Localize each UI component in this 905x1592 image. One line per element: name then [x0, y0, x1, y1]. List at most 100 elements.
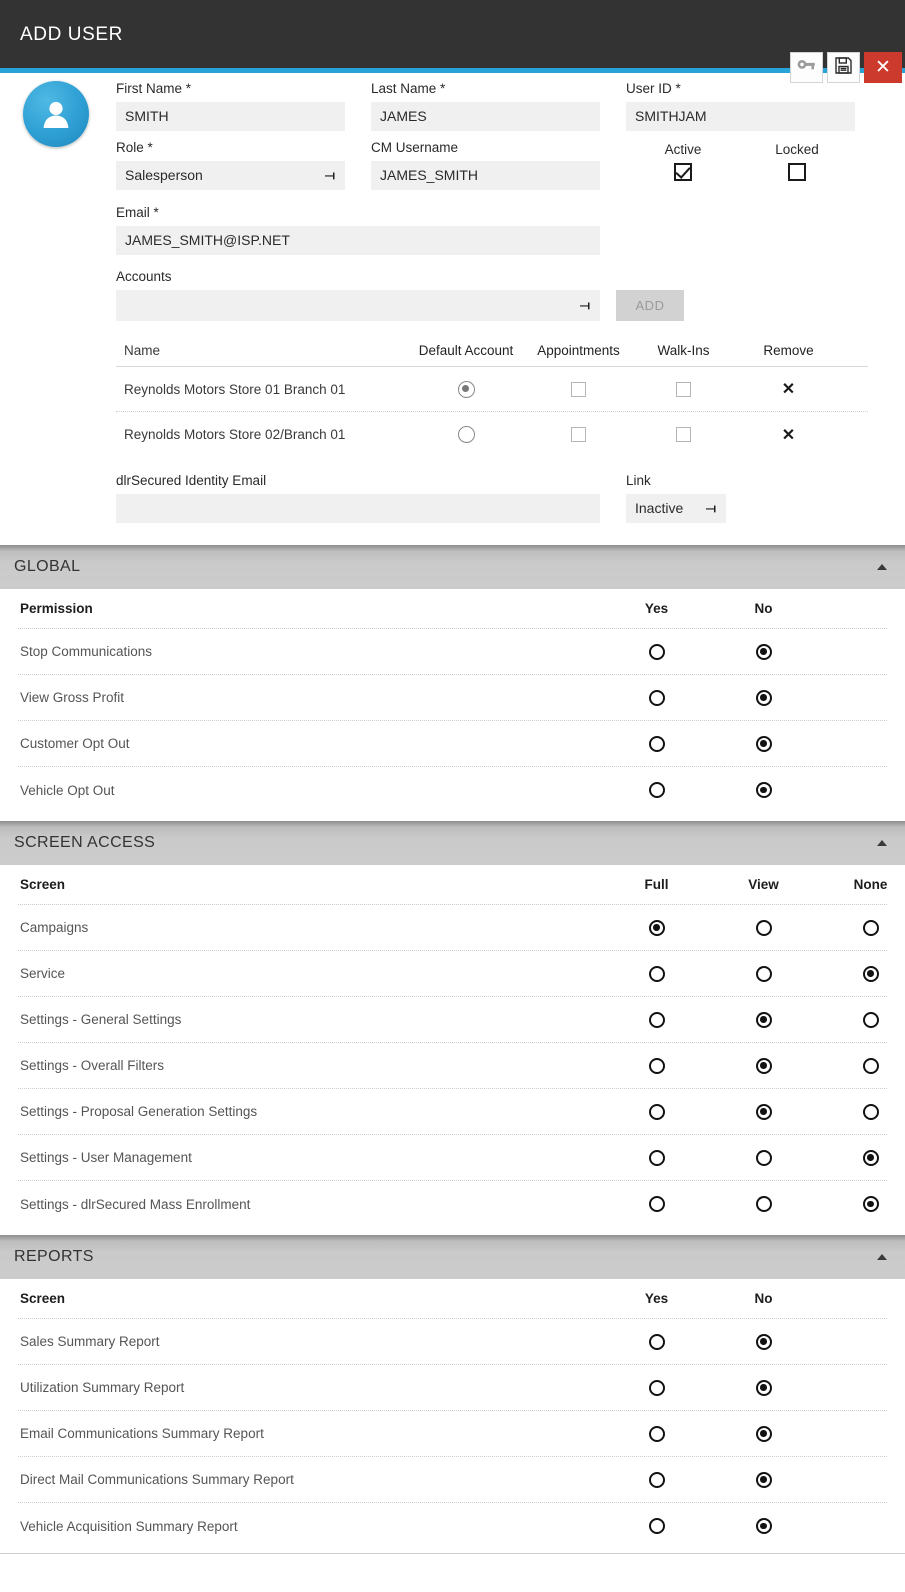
- full-radio[interactable]: [648, 965, 665, 982]
- none-radio[interactable]: [862, 1103, 879, 1120]
- none-radio[interactable]: [862, 1057, 879, 1074]
- no-radio[interactable]: [755, 1425, 772, 1442]
- role-field: Role * Salesperson ⟞: [116, 140, 345, 190]
- col-header-appointments: Appointments: [537, 343, 620, 358]
- active-label: Active: [664, 142, 702, 157]
- no-radio[interactable]: [755, 1471, 772, 1488]
- first-name-input[interactable]: [116, 102, 345, 131]
- cm-username-label: CM Username: [371, 140, 459, 155]
- yes-radio[interactable]: [648, 782, 665, 799]
- cm-username-input[interactable]: [371, 161, 600, 190]
- role-select[interactable]: Salesperson ⟞: [116, 161, 345, 190]
- table-row: Reynolds Motors Store 01 Branch 01 ✕: [116, 367, 868, 412]
- none-radio[interactable]: [862, 1011, 879, 1028]
- yes-radio[interactable]: [648, 1518, 665, 1535]
- no-radio[interactable]: [755, 1518, 772, 1535]
- yes-radio[interactable]: [648, 643, 665, 660]
- no-radio[interactable]: [755, 1379, 772, 1396]
- close-button[interactable]: ✕: [864, 52, 902, 83]
- default-account-radio[interactable]: [457, 426, 475, 443]
- reports-section-header[interactable]: REPORTS: [0, 1235, 905, 1279]
- reports-table-body: Sales Summary Report Utilization Summary…: [18, 1319, 887, 1549]
- accounts-add-row: ⟞ ADD: [116, 290, 870, 321]
- none-radio[interactable]: [862, 1196, 879, 1213]
- first-name-label: First Name *: [116, 81, 192, 96]
- walkins-checkbox[interactable]: [676, 427, 691, 443]
- accounts-select[interactable]: ⟞: [116, 290, 600, 321]
- locked-checkbox[interactable]: [788, 163, 806, 181]
- no-radio[interactable]: [755, 643, 772, 660]
- appointments-checkbox[interactable]: [571, 427, 586, 443]
- role-select-value: Salesperson: [125, 167, 203, 183]
- full-radio[interactable]: [648, 1103, 665, 1120]
- window-actions: ✕: [790, 52, 905, 83]
- locked-label: Locked: [775, 142, 819, 157]
- remove-row-icon[interactable]: ✕: [781, 426, 796, 444]
- user-id-input[interactable]: [626, 102, 855, 131]
- accounts-label: Accounts: [116, 269, 172, 284]
- accent-bar: [0, 68, 905, 73]
- email-input[interactable]: [116, 226, 600, 255]
- view-radio[interactable]: [755, 919, 772, 936]
- chevron-up-icon[interactable]: [877, 564, 887, 570]
- appointments-checkbox[interactable]: [571, 381, 586, 397]
- table-row: Settings - User Management: [18, 1135, 887, 1181]
- chevron-down-icon: ⟞: [706, 501, 716, 515]
- full-radio[interactable]: [648, 1149, 665, 1166]
- screen-label: Settings - User Management: [20, 1150, 192, 1165]
- save-button[interactable]: [827, 52, 860, 83]
- yes-radio[interactable]: [648, 1425, 665, 1442]
- none-radio[interactable]: [862, 965, 879, 982]
- none-radio[interactable]: [862, 919, 879, 936]
- view-radio[interactable]: [755, 1149, 772, 1166]
- form-row-role: Role * Salesperson ⟞ CM Username Active: [116, 140, 870, 199]
- report-label: Vehicle Acquisition Summary Report: [20, 1518, 238, 1534]
- chevron-up-icon[interactable]: [877, 1254, 887, 1260]
- add-account-button[interactable]: ADD: [616, 290, 684, 321]
- full-radio[interactable]: [648, 1011, 665, 1028]
- no-radio[interactable]: [755, 782, 772, 799]
- col-header-remove: Remove: [763, 343, 814, 358]
- full-radio[interactable]: [648, 1196, 665, 1213]
- no-radio[interactable]: [755, 689, 772, 706]
- yes-radio[interactable]: [648, 1379, 665, 1396]
- remove-row-icon[interactable]: ✕: [781, 381, 796, 398]
- default-account-radio[interactable]: [457, 380, 475, 398]
- col-header-permission: Permission: [20, 601, 93, 616]
- view-radio[interactable]: [755, 1011, 772, 1028]
- global-table-header: Permission Yes No: [18, 589, 887, 629]
- active-field: Active: [626, 142, 740, 199]
- dlrsecured-email-input[interactable]: [116, 494, 600, 523]
- account-name: Reynolds Motors Store 02/Branch 01: [124, 427, 346, 442]
- chevron-down-icon: ⟞: [325, 168, 335, 182]
- table-row: Stop Communications: [18, 629, 887, 675]
- view-radio[interactable]: [755, 1057, 772, 1074]
- reports-section: REPORTS Screen Yes No Sales Summary Repo…: [0, 1235, 905, 1554]
- view-radio[interactable]: [755, 1196, 772, 1213]
- yes-radio[interactable]: [648, 689, 665, 706]
- full-radio[interactable]: [648, 1057, 665, 1074]
- active-checkbox[interactable]: [674, 163, 692, 181]
- walkins-checkbox[interactable]: [676, 381, 691, 397]
- chevron-up-icon[interactable]: [877, 840, 887, 846]
- table-row: Vehicle Acquisition Summary Report: [18, 1503, 887, 1549]
- screen-access-section-header[interactable]: SCREEN ACCESS: [0, 821, 905, 865]
- view-radio[interactable]: [755, 1103, 772, 1120]
- yes-radio[interactable]: [648, 735, 665, 752]
- none-radio[interactable]: [862, 1149, 879, 1166]
- no-radio[interactable]: [755, 735, 772, 752]
- view-radio[interactable]: [755, 965, 772, 982]
- global-section-header[interactable]: GLOBAL: [0, 545, 905, 589]
- last-name-input[interactable]: [371, 102, 600, 131]
- full-radio[interactable]: [648, 919, 665, 936]
- no-radio[interactable]: [755, 1333, 772, 1350]
- password-button[interactable]: [790, 52, 823, 83]
- permission-label: Stop Communications: [20, 644, 153, 659]
- accounts-table-body: Reynolds Motors Store 01 Branch 01 ✕ Rey…: [116, 367, 868, 457]
- role-label: Role *: [116, 140, 153, 155]
- link-select[interactable]: Inactive ⟞: [626, 494, 726, 523]
- table-row: Settings - General Settings: [18, 997, 887, 1043]
- yes-radio[interactable]: [648, 1471, 665, 1488]
- global-table-body: Stop Communications View Gross Profit Cu…: [18, 629, 887, 813]
- yes-radio[interactable]: [648, 1333, 665, 1350]
